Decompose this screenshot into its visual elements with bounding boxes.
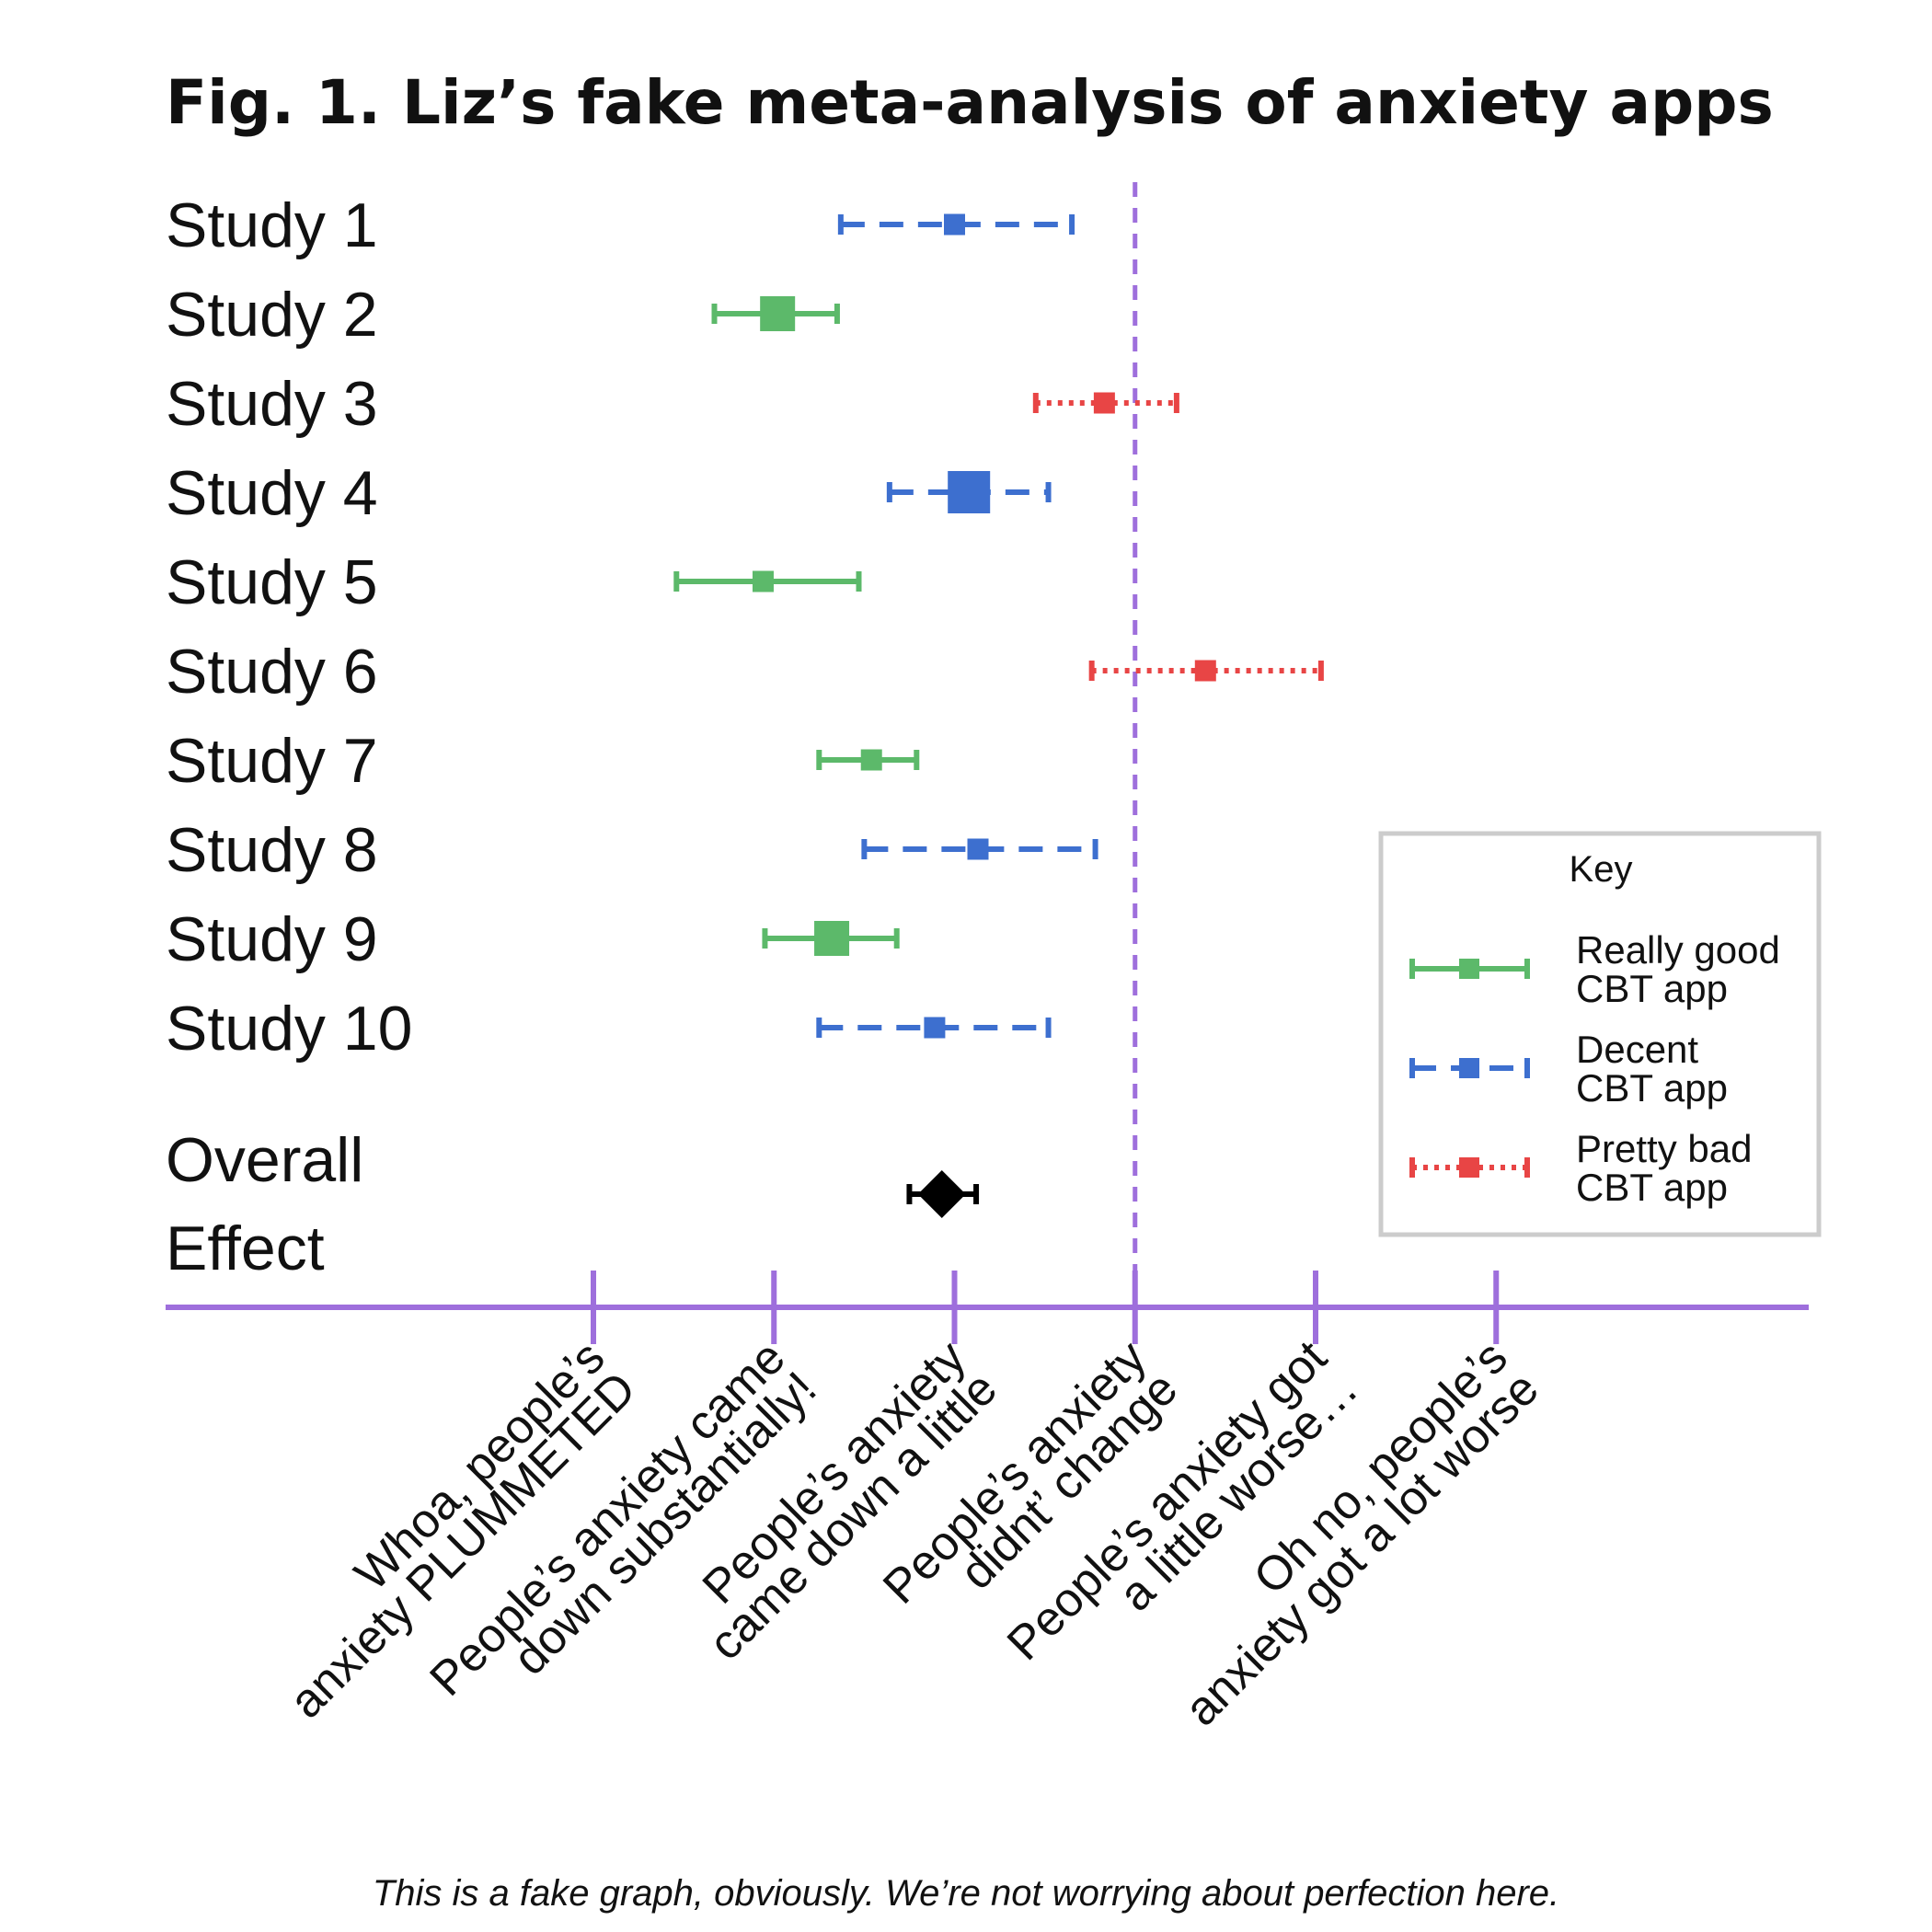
overall-effect-mark [906,1170,980,1218]
study-5-mark [673,570,862,592]
study-7-mark [816,749,920,771]
study-label-5: Study 5 [166,547,378,617]
study-2-point [760,296,796,331]
study-label-1: Study 1 [166,190,378,260]
study-3-mark [1032,392,1179,414]
study-4-mark [886,471,1052,513]
legend-decent-swatch [1459,1058,1479,1078]
study-7-point [860,749,882,771]
study-labels: Study 1 Study 2 Study 3 Study 4 Study 5 Study… [166,190,412,1283]
overall-diamond [917,1170,966,1218]
legend-decent-label-line-1: Decent [1576,1028,1698,1071]
footnote: This is a fake graph, obviously. We’re n… [373,1873,1559,1914]
study-10-mark [816,1017,1052,1039]
study-5-point [752,570,774,592]
study-1-mark [837,213,1075,236]
study-8-mark [861,838,1098,860]
legend-bad-swatch [1459,1157,1479,1178]
study-3-point [1093,392,1115,414]
legend-decent-label-line-2: CBT app [1576,1066,1728,1110]
legend-good-label-line-2: CBT app [1576,967,1728,1010]
study-9-mark [762,921,900,956]
legend-title: Key [1570,849,1633,890]
study-label-10: Study 10 [166,994,412,1064]
study-2-mark [711,296,840,331]
study-marks [673,213,1324,1218]
study-9-point [814,921,850,956]
study-label-2: Study 2 [166,280,378,350]
legend-bad-label-line-1: Pretty bad [1576,1127,1752,1170]
study-1-point [944,213,965,236]
study-label-8: Study 8 [166,815,378,885]
study-6-point [1194,660,1216,682]
study-label-9: Study 9 [166,904,378,974]
study-label-3: Study 3 [166,369,378,439]
study-6-mark [1088,660,1324,682]
legend-bad-label-line-2: CBT app [1576,1166,1728,1209]
study-label-7: Study 7 [166,726,378,796]
chart-title: Fig. 1. Liz’s fake meta-analysis of anxi… [166,67,1774,138]
overall-label-line-2: Effect [166,1213,325,1283]
overall-label-line-1: Overall [166,1125,363,1195]
study-4-point [948,471,991,513]
legend-good-swatch [1459,959,1479,979]
study-label-6: Study 6 [166,637,378,707]
x-axis: Whoa, people’sanxiety PLUMMETEDPeople’s … [166,1271,1809,1736]
study-label-4: Study 4 [166,458,378,528]
study-8-point [967,838,989,860]
study-10-point [924,1017,946,1039]
legend-good-label-line-1: Really good [1576,928,1780,972]
legend-box [1378,831,1822,1237]
